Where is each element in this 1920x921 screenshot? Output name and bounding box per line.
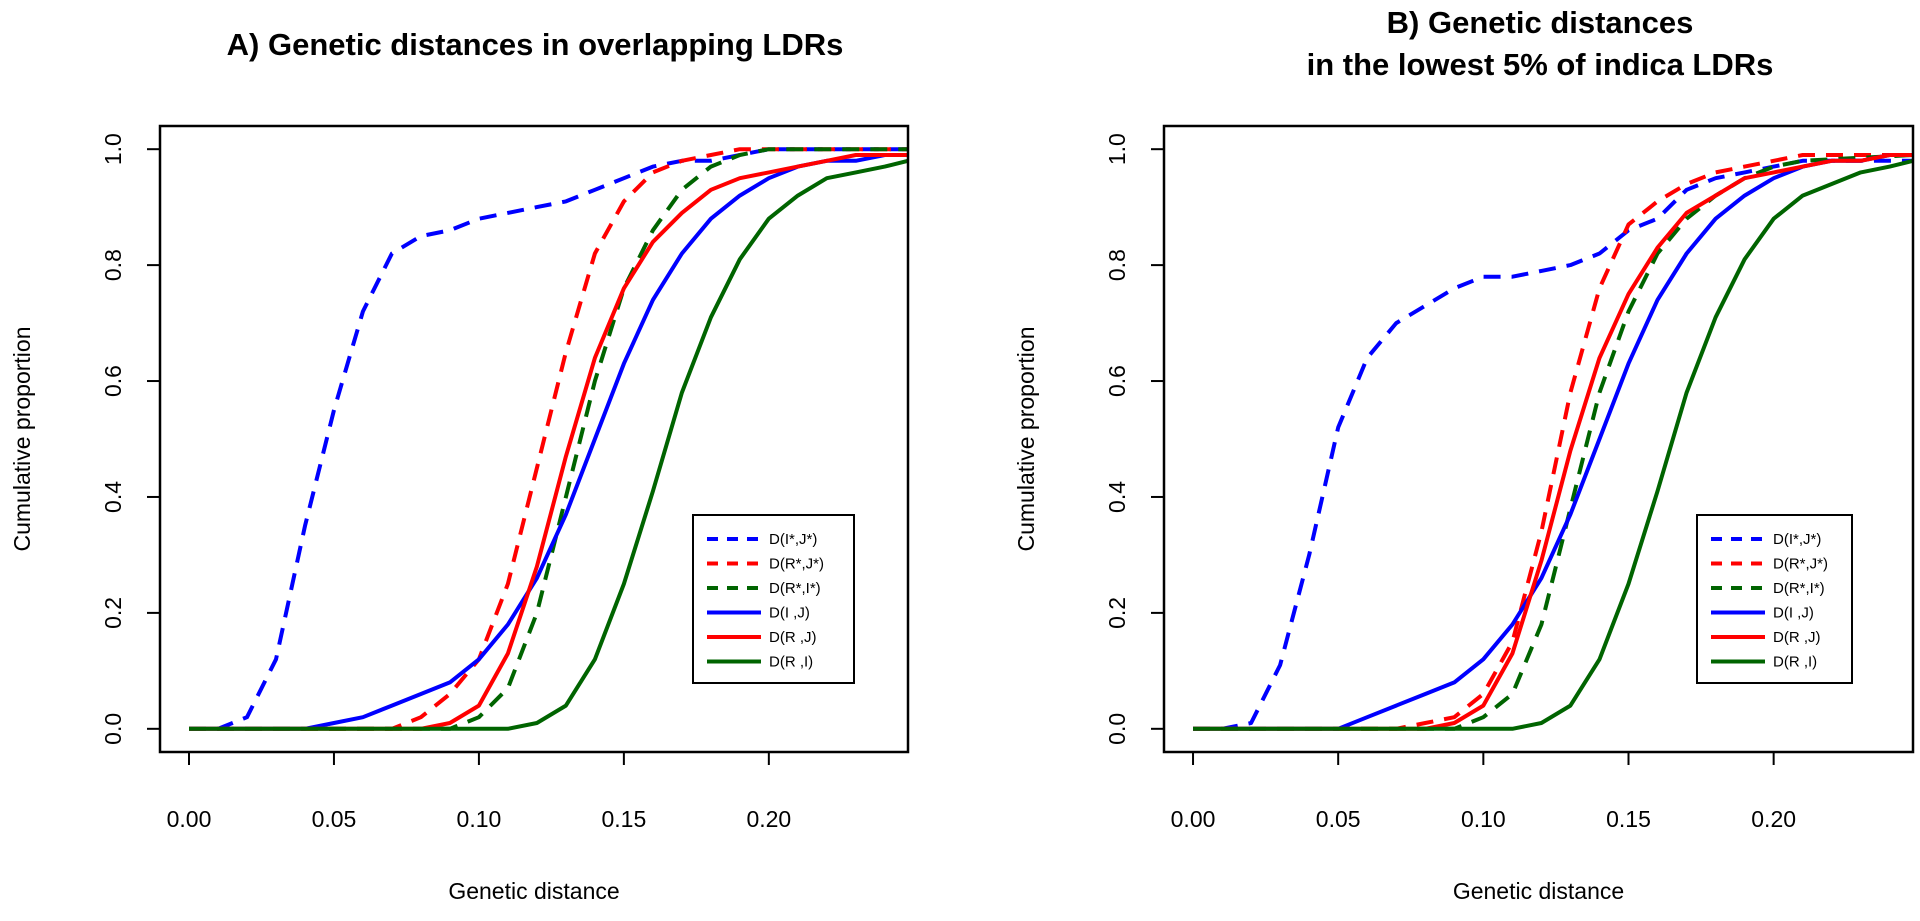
y-tick-label: 1.0 bbox=[1104, 133, 1130, 165]
legend-label: D(R*,J*) bbox=[769, 556, 824, 573]
y-tick-label: 0.2 bbox=[100, 597, 126, 629]
x-tick-label: 0.05 bbox=[1316, 806, 1361, 832]
chart-panel-a: A) Genetic distances in overlapping LDRs… bbox=[9, 27, 910, 904]
series-lines bbox=[1193, 153, 1913, 731]
x-tick-label: 0.15 bbox=[1606, 806, 1651, 832]
legend-label: D(R*,I*) bbox=[1773, 580, 1825, 597]
legend-label: D(I ,J) bbox=[1773, 605, 1814, 622]
y-tick-label: 1.0 bbox=[100, 133, 126, 165]
y-tick-label: 0.8 bbox=[1104, 249, 1130, 281]
x-tick-label: 0.20 bbox=[1751, 806, 1796, 832]
x-axis-label: Genetic distance bbox=[448, 878, 619, 904]
x-tick-label: 0.00 bbox=[1171, 806, 1216, 832]
series-line-1 bbox=[189, 147, 908, 731]
chart-title: A) Genetic distances in overlapping LDRs bbox=[227, 27, 844, 62]
legend-label: D(I ,J) bbox=[769, 605, 810, 622]
chart-title: in the lowest 5% of indica LDRs bbox=[1307, 47, 1774, 82]
legend-label: D(R ,J) bbox=[1773, 629, 1821, 646]
x-tick-label: 0.10 bbox=[457, 806, 502, 832]
legend: D(I*,J*) D(R*,J*) D(R*,I*) D(I ,J) D(R ,J) D(… bbox=[1696, 514, 1853, 684]
y-tick-label: 0.4 bbox=[100, 481, 126, 513]
series-line-4 bbox=[1193, 153, 1913, 731]
legend-label: D(R*,J*) bbox=[1773, 556, 1828, 573]
legend-label: D(I*,J*) bbox=[769, 531, 817, 548]
legend-label: D(R*,I*) bbox=[769, 580, 821, 597]
y-axis-label: Cumulative proportion bbox=[1013, 326, 1039, 551]
x-tick-label: 0.15 bbox=[601, 806, 646, 832]
y-tick-label: 0.0 bbox=[1104, 713, 1130, 745]
legend-box bbox=[692, 514, 855, 684]
legend-label: D(R ,J) bbox=[769, 629, 817, 646]
x-tick-label: 0.10 bbox=[1461, 806, 1506, 832]
y-tick-label: 0.6 bbox=[100, 365, 126, 397]
series-lines bbox=[189, 147, 908, 731]
y-tick-label: 0.6 bbox=[1104, 365, 1130, 397]
legend: D(I*,J*) D(R*,J*) D(R*,I*) D(I ,J) D(R ,J) D(… bbox=[692, 514, 855, 684]
x-axis-label: Genetic distance bbox=[1453, 878, 1624, 904]
y-tick-label: 0.8 bbox=[100, 249, 126, 281]
plot-frame bbox=[1162, 124, 1915, 754]
series-line-1 bbox=[1193, 153, 1913, 731]
legend-label: D(I*,J*) bbox=[1773, 531, 1821, 548]
series-line-2 bbox=[1193, 153, 1913, 731]
y-tick-label: 0.0 bbox=[100, 713, 126, 745]
chart-title: B) Genetic distances bbox=[1387, 5, 1694, 40]
series-line-5 bbox=[189, 158, 908, 731]
legend-box bbox=[1696, 514, 1853, 684]
y-tick-label: 0.4 bbox=[1104, 481, 1130, 513]
x-tick-label: 0.05 bbox=[312, 806, 357, 832]
series-line-2 bbox=[189, 147, 908, 731]
plot-frame bbox=[158, 124, 910, 754]
x-tick-label: 0.00 bbox=[167, 806, 212, 832]
series-line-4 bbox=[189, 153, 908, 731]
y-tick-label: 0.2 bbox=[1104, 597, 1130, 629]
legend-label: D(R ,I) bbox=[1773, 654, 1817, 671]
series-line-5 bbox=[1193, 158, 1913, 731]
chart-panel-b: B) Genetic distances in the lowest 5% of … bbox=[1013, 5, 1915, 904]
y-axis-label: Cumulative proportion bbox=[9, 326, 35, 551]
x-tick-label: 0.20 bbox=[746, 806, 791, 832]
legend-label: D(R ,I) bbox=[769, 654, 813, 671]
